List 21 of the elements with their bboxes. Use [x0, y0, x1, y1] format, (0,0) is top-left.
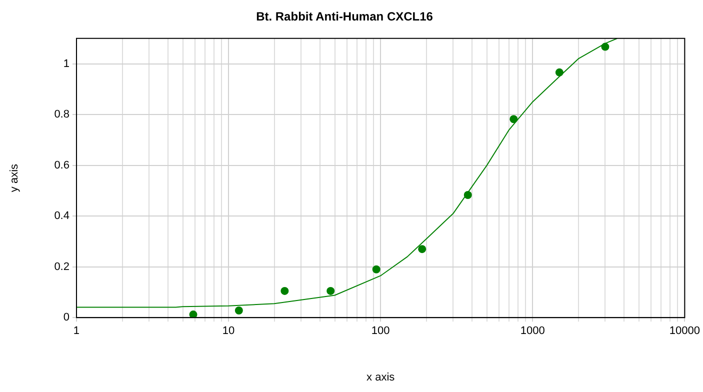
- x-axis-title: x axis: [366, 371, 396, 384]
- chart-title: Bt. Rabbit Anti-Human CXCL16: [256, 10, 434, 24]
- y-tick-label: 1: [63, 58, 70, 70]
- point: [510, 115, 518, 124]
- point: [372, 265, 380, 274]
- y-tick-label: 0.8: [54, 108, 70, 121]
- x-tick-label: 1000: [520, 325, 545, 338]
- point: [234, 306, 243, 314]
- point: [418, 245, 426, 254]
- x-tick-label: 1: [73, 325, 80, 338]
- x-tick-label: 100: [371, 325, 390, 338]
- x-tick-label: 10000: [669, 325, 700, 338]
- point: [326, 286, 335, 295]
- y-tick-label: 0.4: [54, 210, 70, 222]
- y-tick-label: 0.6: [54, 159, 70, 172]
- y-axis-title: y axis: [8, 163, 21, 192]
- x-tick-label: 10: [222, 325, 235, 338]
- y-tick-label: 0: [63, 312, 70, 324]
- y-tick-label: 0.2: [54, 260, 70, 273]
- point: [280, 286, 289, 295]
- point: [189, 310, 198, 318]
